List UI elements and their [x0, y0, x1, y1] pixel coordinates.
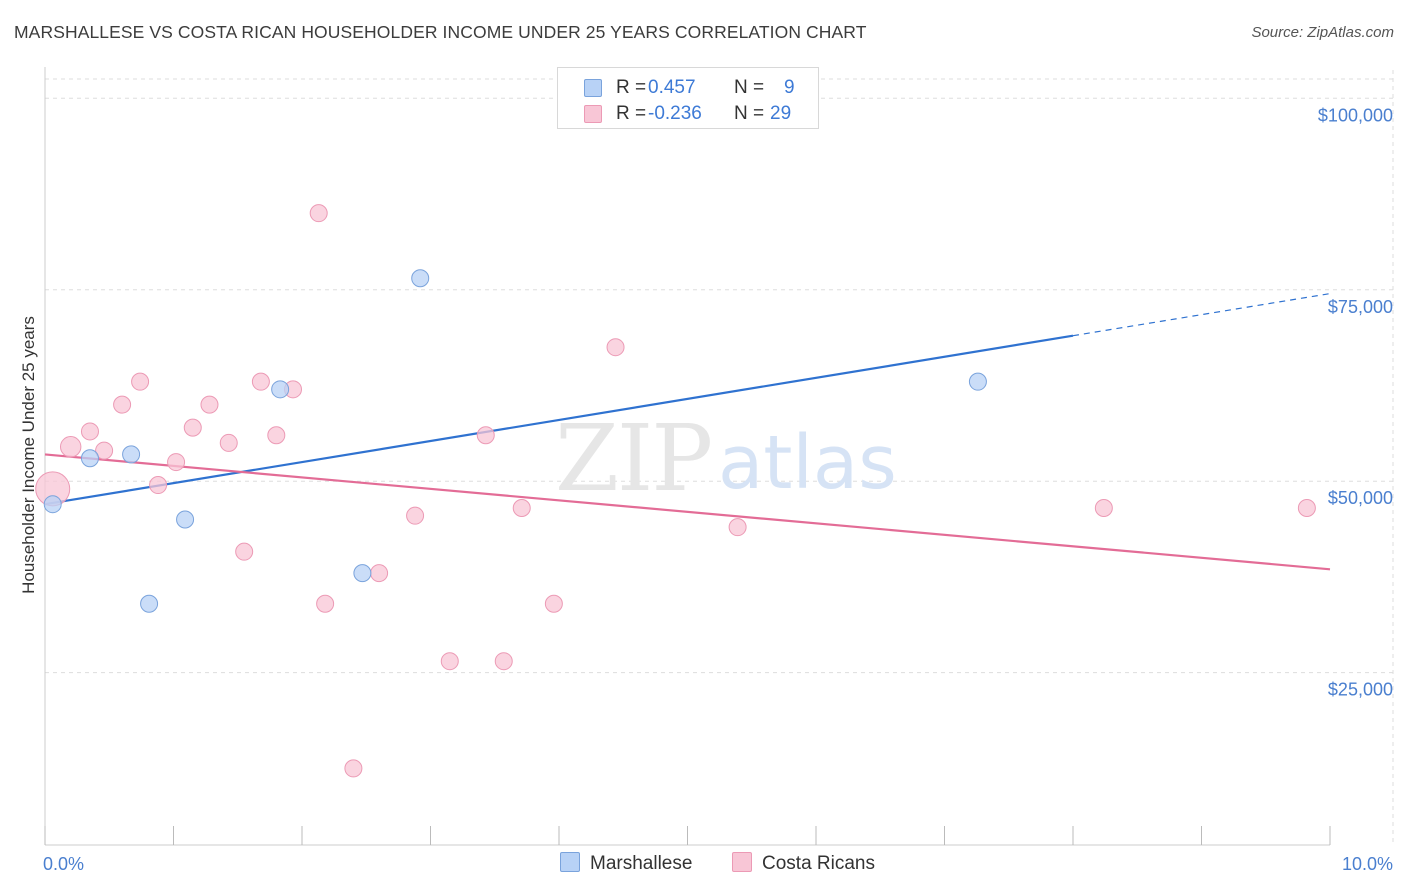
costa-ricans-point — [544, 594, 563, 613]
correlation-legend: R = 0.457 N = 9 R = -0.236 N = 29 — [557, 67, 819, 129]
costa-ricans-point — [267, 426, 286, 445]
costa-ricans-point — [476, 426, 495, 445]
legend-r-value: -0.236 — [648, 103, 702, 124]
costa-ricans-point — [251, 372, 270, 391]
trend-line-extension — [1072, 292, 1331, 337]
costa-ricans-point — [183, 418, 202, 437]
legend-item-marshallese[interactable]: Marshallese — [560, 852, 692, 875]
costa-ricans-point — [344, 759, 363, 778]
costa-ricans-point — [59, 436, 82, 458]
legend-swatch-costa-ricans — [732, 852, 752, 872]
legend-label-marshallese: Marshallese — [590, 853, 693, 874]
legend-swatch-marshallese — [584, 79, 602, 97]
y-tick-label: $100,000 — [1318, 105, 1393, 125]
costa-ricans-point — [80, 422, 99, 441]
legend-row-costa-ricans: R = -0.236 N = 29 — [558, 102, 818, 128]
axes — [44, 67, 1331, 846]
watermark-atlas: atlas — [718, 420, 897, 506]
trend-line-marshallese — [44, 334, 1074, 506]
costa-ricans-point — [606, 338, 625, 357]
chart-title: MARSHALLESE VS COSTA RICAN HOUSEHOLDER I… — [14, 22, 867, 42]
watermark: ZIP atlas — [555, 405, 897, 512]
marshallese-point — [353, 564, 372, 583]
costa-ricans-point — [728, 518, 747, 537]
marshallese-point — [43, 495, 62, 514]
costa-ricans-point — [131, 372, 150, 391]
legend-swatch-costa-ricans — [584, 105, 602, 123]
legend-n-value: 9 — [784, 77, 795, 98]
legend-r-value: 0.457 — [648, 77, 696, 98]
costa-ricans-point — [494, 652, 513, 671]
costa-ricans-point — [440, 652, 459, 671]
x-tick-label: 0.0% — [43, 854, 84, 874]
data-points — [35, 204, 1316, 778]
costa-ricans-point — [95, 441, 114, 460]
costa-ricans-point — [149, 476, 168, 495]
tick-labels: $100,000 $75,000 $50,000 $25,000 0.0% 10.0% — [43, 105, 1393, 874]
trend-lines — [44, 292, 1331, 571]
costa-ricans-point — [1094, 499, 1113, 518]
y-tick-label: $25,000 — [1328, 680, 1393, 700]
trend-line-costa-ricans — [44, 453, 1331, 571]
legend-n-value: 29 — [770, 103, 792, 124]
costa-ricans-point — [113, 395, 132, 414]
costa-ricans-point — [1297, 499, 1316, 518]
marshallese-point — [122, 445, 141, 464]
x-tick-label: 10.0% — [1342, 854, 1393, 874]
marshallese-point — [271, 380, 290, 399]
marshallese-point — [80, 449, 99, 468]
costa-ricans-point — [167, 453, 186, 472]
costa-ricans-point — [219, 433, 238, 452]
marshallese-point — [176, 510, 195, 529]
legend-swatch-marshallese — [560, 852, 580, 872]
y-tick-label: $75,000 — [1328, 297, 1393, 317]
chart-source: Source: ZipAtlas.com — [1251, 24, 1394, 41]
y-tick-label: $50,000 — [1328, 488, 1393, 508]
legend-label-costa-ricans: Costa Ricans — [762, 853, 875, 874]
legend-r-label: R = — [616, 77, 647, 98]
marshallese-point — [968, 372, 987, 391]
marshallese-point — [411, 269, 430, 288]
costa-ricans-point — [512, 499, 531, 518]
y-axis-label: Householder Income Under 25 years — [19, 316, 38, 594]
costa-ricans-point — [316, 594, 335, 613]
legend-n-label: N = — [734, 77, 765, 98]
costa-ricans-point — [370, 564, 389, 583]
watermark-zip: ZIP — [555, 405, 711, 512]
costa-ricans-point — [309, 204, 328, 223]
costa-ricans-point — [235, 542, 254, 561]
legend-row-marshallese: R = 0.457 N = 9 — [558, 76, 818, 102]
legend-r-label: R = — [616, 103, 647, 124]
series-legend: Marshallese Costa Ricans — [0, 852, 1406, 878]
marshallese-point — [140, 594, 159, 613]
legend-n-label: N = — [734, 103, 765, 124]
costa-ricans-point — [406, 506, 425, 525]
legend-item-costa-ricans[interactable]: Costa Ricans — [732, 852, 875, 875]
costa-ricans-point — [200, 395, 219, 414]
